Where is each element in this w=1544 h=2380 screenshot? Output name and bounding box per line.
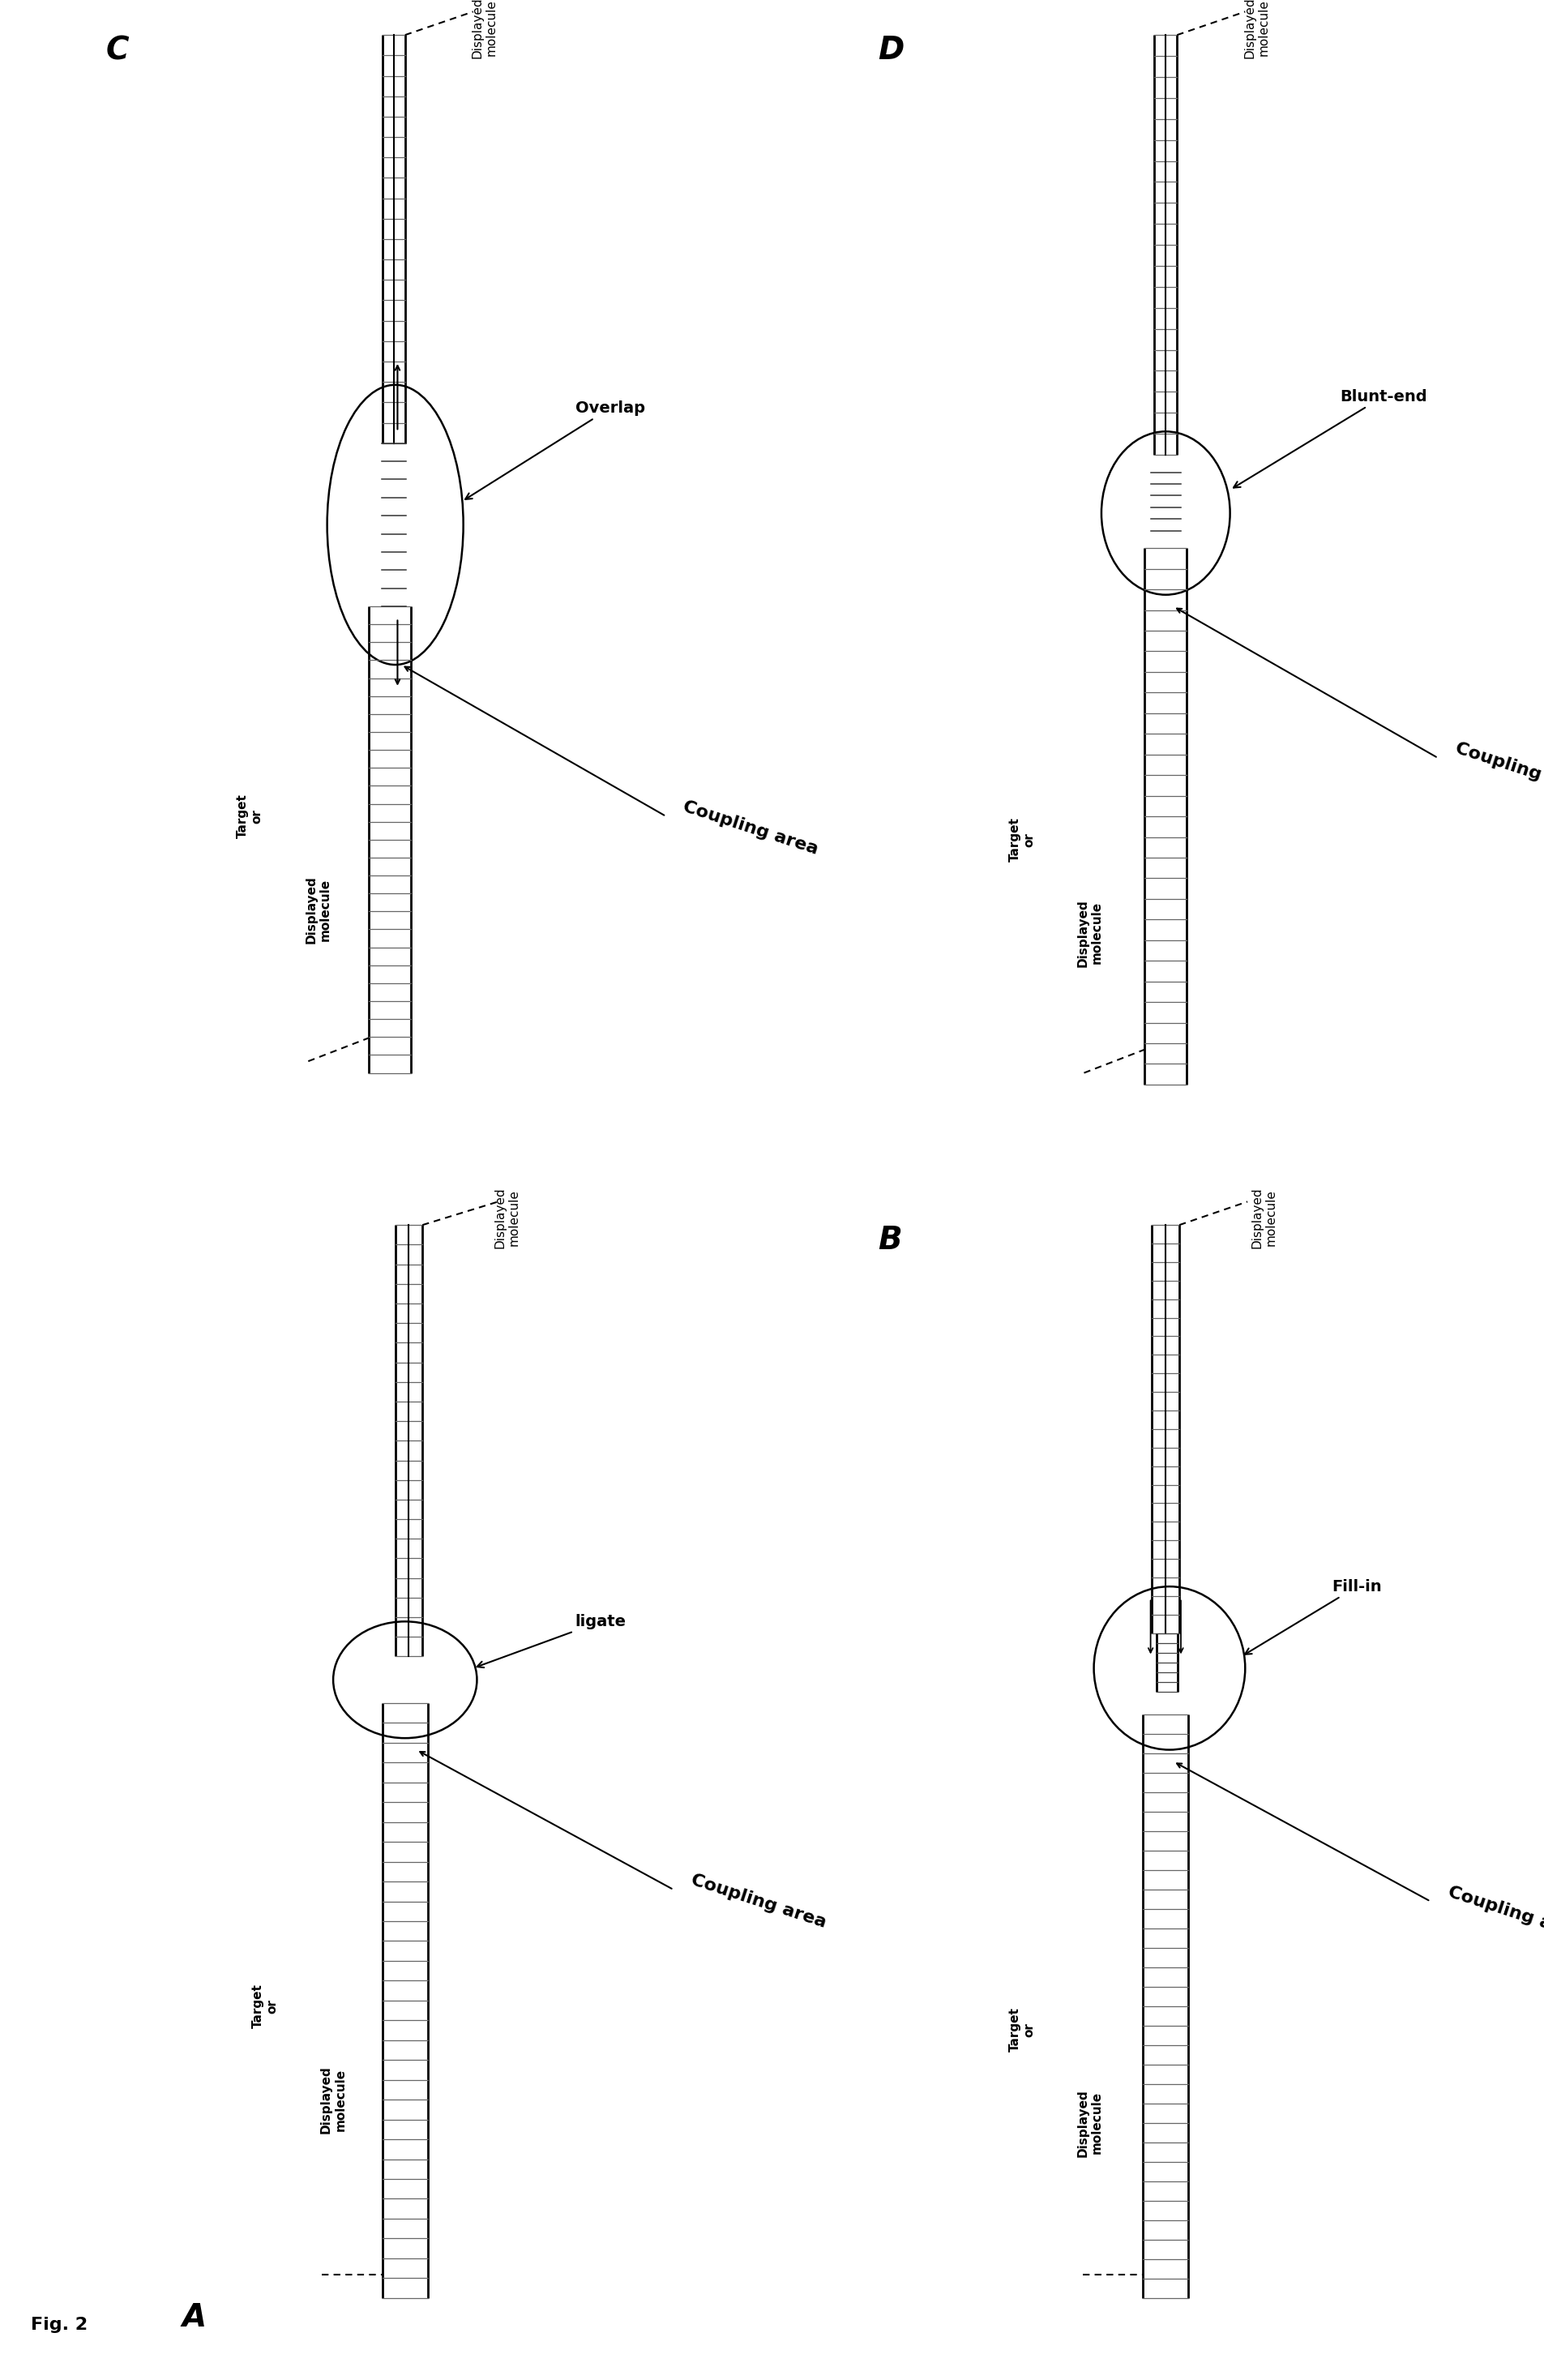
Text: Displayed
molecule: Displayed molecule [1076, 2090, 1104, 2156]
Text: Target
or: Target or [1008, 816, 1034, 862]
Text: Blunt-end: Blunt-end [1234, 388, 1427, 488]
Text: Displayed
molecule: Displayed molecule [1243, 0, 1269, 57]
Text: ligate: ligate [477, 1614, 627, 1668]
Text: C: C [107, 36, 130, 67]
Text: Displayed
molecule: Displayed molecule [471, 0, 497, 57]
Text: Displayed
molecule: Displayed molecule [1251, 1188, 1277, 1247]
Text: Overlap: Overlap [465, 400, 645, 500]
Text: Coupling area: Coupling area [1453, 740, 1544, 800]
Text: Fill-in: Fill-in [1244, 1578, 1382, 1654]
Text: Coupling area: Coupling area [681, 797, 820, 857]
Text: Target
or: Target or [236, 795, 262, 838]
Text: B: B [879, 1226, 902, 1257]
Text: Displayed
molecule: Displayed molecule [1076, 900, 1104, 966]
Text: A: A [182, 2301, 207, 2332]
Text: Displayed
molecule: Displayed molecule [494, 1188, 520, 1247]
Text: Target
or: Target or [252, 1985, 278, 2028]
Text: Target
or: Target or [1008, 2006, 1034, 2052]
Text: Fig. 2: Fig. 2 [31, 2316, 88, 2332]
Text: Coupling area: Coupling area [1445, 1883, 1544, 1942]
Text: Displayed
molecule: Displayed molecule [320, 2066, 346, 2132]
Text: Coupling area: Coupling area [689, 1871, 828, 1930]
Text: Displayed
molecule: Displayed molecule [304, 876, 332, 942]
Text: D: D [879, 36, 905, 67]
